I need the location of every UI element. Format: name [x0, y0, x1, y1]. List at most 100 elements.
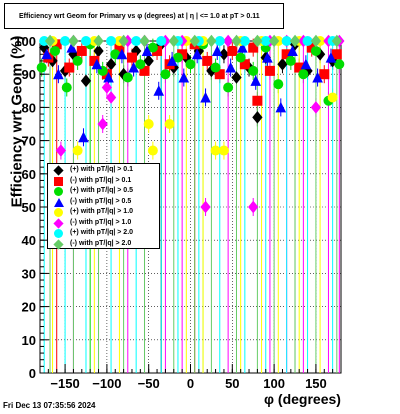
data-point	[143, 119, 154, 129]
timestamp: Fri Dec 13 07:35:56 2024	[3, 401, 96, 410]
data-point	[275, 101, 287, 113]
legend-label: (-) with pT/|q| > 2.0	[70, 239, 132, 247]
data-point	[277, 57, 288, 71]
data-point	[211, 45, 223, 56]
data-point	[118, 34, 129, 48]
data-point	[327, 92, 338, 103]
data-point	[55, 144, 67, 157]
y-tick-label: 30	[22, 266, 36, 281]
data-point	[331, 34, 342, 48]
legend-marker-icon	[53, 217, 64, 229]
data-point	[298, 69, 309, 80]
legend-item: (+) with pT/|q| > 1.0	[48, 207, 159, 218]
data-point	[166, 55, 178, 66]
data-point	[248, 65, 259, 76]
data-point	[235, 52, 246, 63]
x-tick-label: −100	[92, 376, 121, 391]
data-point	[319, 69, 330, 80]
data-point	[50, 45, 61, 56]
data-point	[312, 71, 323, 83]
data-point	[66, 42, 78, 53]
data-point	[310, 45, 321, 56]
data-point	[128, 61, 139, 73]
y-tick-label: 90	[22, 67, 36, 82]
data-point	[200, 200, 211, 214]
data-point	[101, 81, 113, 94]
data-point	[53, 68, 64, 80]
data-point	[325, 51, 337, 63]
data-point	[153, 85, 165, 96]
data-point	[61, 82, 72, 93]
y-tick-label: 100	[14, 34, 36, 49]
y-tick-label: 40	[22, 233, 36, 248]
data-point	[147, 145, 158, 156]
data-point	[285, 55, 296, 66]
chart-legend: (+) with pT/|q| > 0.1 (-) with pT/|q| > …	[47, 163, 160, 250]
y-tick-label: 50	[22, 200, 36, 215]
legend-item: (+) with pT/|q| > 2.0	[48, 228, 159, 239]
data-point	[227, 45, 238, 56]
data-point	[222, 34, 234, 48]
data-point	[122, 72, 133, 83]
legend-item: (+) with pT/|q| > 0.1	[48, 165, 159, 176]
data-point	[239, 36, 250, 46]
data-point	[231, 71, 242, 84]
legend-marker-icon	[53, 238, 64, 250]
legend-label: (+) with pT/|q| > 2.0	[70, 229, 134, 236]
x-axis-label: φ (degrees)	[264, 391, 341, 407]
legend-label: (+) with pT/|q| > 0.1	[70, 166, 134, 173]
data-point	[334, 59, 345, 70]
data-point	[105, 91, 117, 104]
legend-label: (-) with pT/|q| > 1.0	[70, 218, 132, 226]
data-point	[210, 62, 221, 73]
x-tick-label: 50	[225, 376, 239, 391]
data-point	[302, 36, 313, 46]
data-point	[262, 51, 273, 63]
y-tick-label: 10	[22, 333, 36, 348]
data-point	[116, 48, 128, 60]
x-tick-label: 150	[305, 376, 327, 391]
data-point	[106, 36, 117, 46]
legend-label: (-) with pT/|q| > 0.5	[70, 197, 132, 205]
legend-label: (+) with pT/|q| > 1.0	[70, 208, 134, 215]
data-point	[264, 65, 275, 76]
data-point	[156, 36, 167, 46]
data-point	[252, 95, 263, 106]
data-point	[218, 145, 229, 156]
data-point	[68, 34, 79, 48]
data-point	[231, 34, 242, 48]
legend-item: (-) with pT/|q| > 2.0	[48, 238, 159, 250]
data-point	[287, 45, 298, 56]
data-point	[289, 34, 301, 48]
data-point	[97, 117, 108, 131]
data-point	[80, 36, 91, 46]
data-point	[248, 42, 259, 53]
data-point	[281, 36, 292, 46]
data-point	[60, 36, 71, 46]
data-point	[210, 145, 221, 156]
data-point	[131, 36, 142, 46]
x-tick-label: 0	[187, 376, 194, 391]
data-point	[80, 74, 92, 88]
data-point	[191, 48, 203, 60]
data-point	[139, 34, 150, 48]
data-point	[126, 52, 137, 63]
data-point	[225, 61, 236, 73]
data-point	[310, 101, 322, 114]
data-point	[189, 34, 200, 48]
data-point	[91, 58, 103, 70]
data-point	[185, 59, 196, 70]
data-point	[164, 119, 175, 129]
data-point	[218, 47, 230, 61]
y-tick-label: 70	[22, 134, 36, 149]
data-point	[178, 71, 190, 83]
data-point	[76, 45, 87, 56]
chart-title: Efficiency wrt Geom for Primary vs φ (de…	[4, 3, 284, 29]
data-point	[237, 42, 248, 53]
data-point	[72, 145, 83, 156]
data-point	[310, 34, 322, 48]
data-point	[72, 55, 83, 66]
data-point	[141, 45, 153, 56]
legend-marker-icon	[53, 165, 64, 176]
legend-label: (-) with pT/|q| > 0.1	[70, 176, 132, 184]
